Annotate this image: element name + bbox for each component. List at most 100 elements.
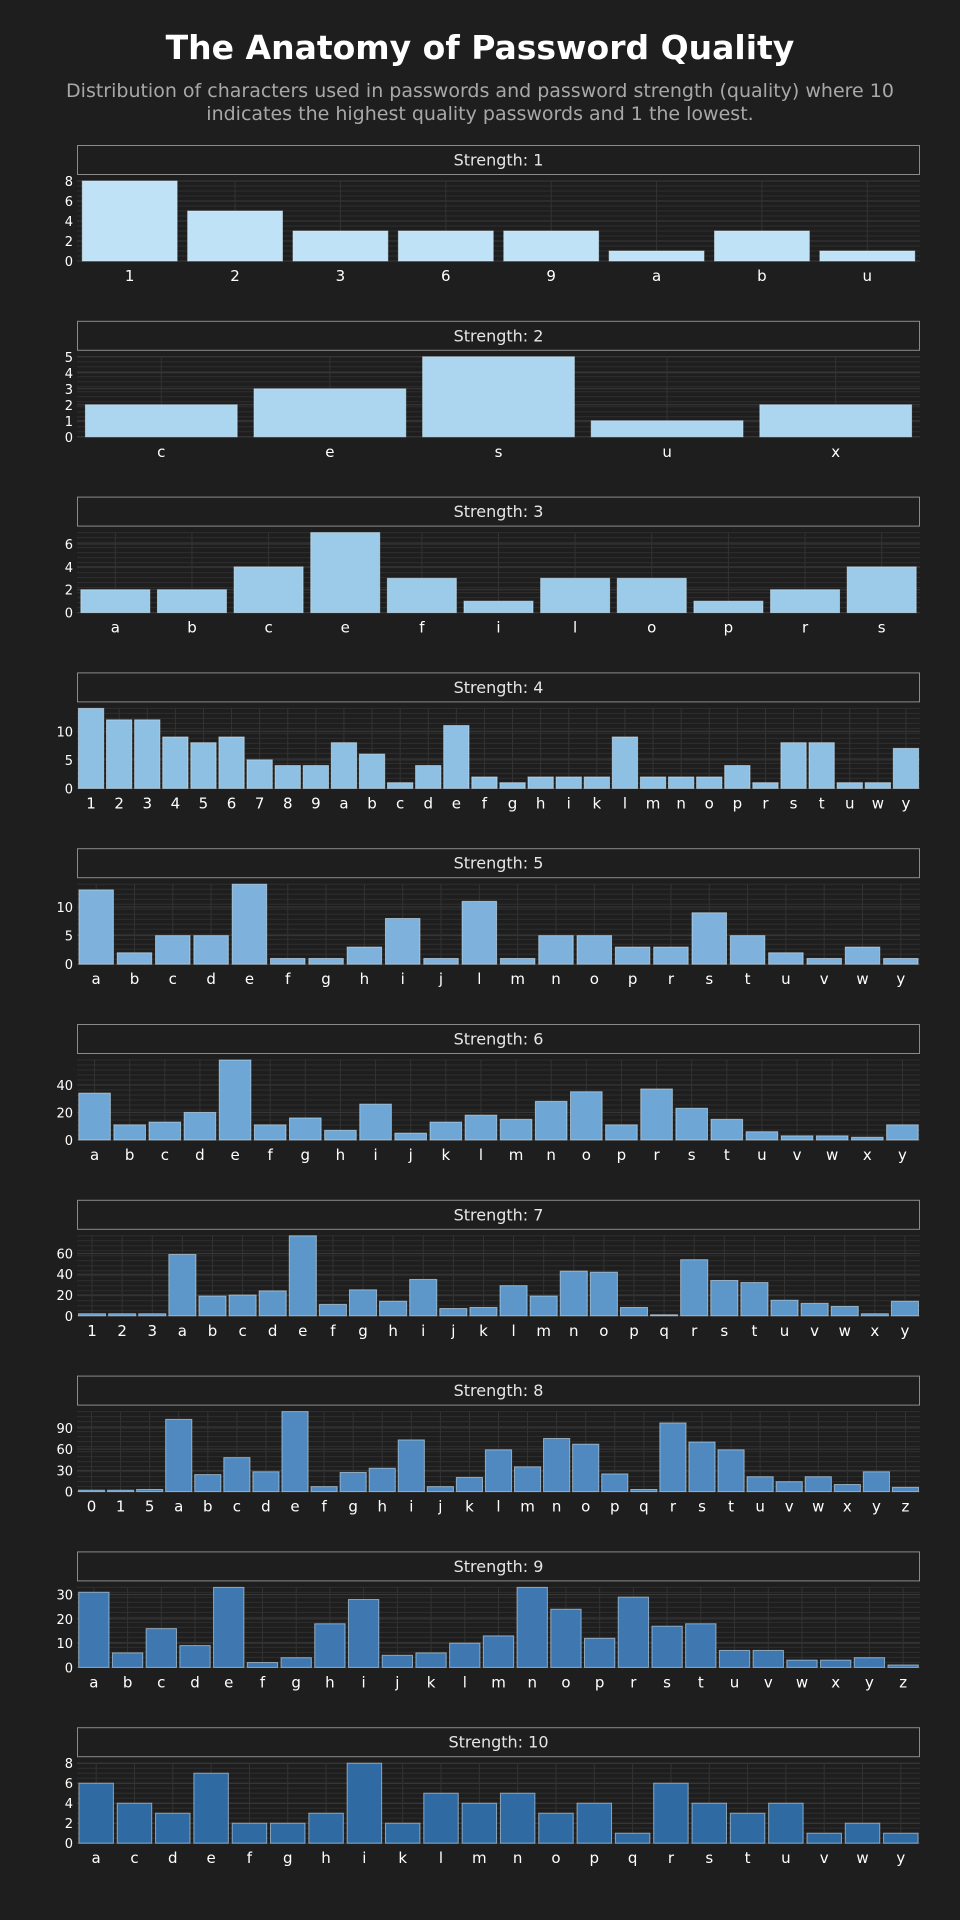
bar-v: [752, 1649, 784, 1668]
x-tick-label: i: [401, 970, 405, 988]
bar-n: [516, 1586, 548, 1668]
bar-w: [804, 1476, 832, 1493]
bar-l: [449, 1642, 481, 1668]
bar-x: [759, 404, 913, 438]
x-tick-label: n: [527, 1673, 537, 1691]
bar-3: [292, 230, 389, 262]
x-tick-label: 3: [147, 1322, 157, 1340]
y-tick-label: 2: [65, 399, 73, 414]
x-tick-label: f: [247, 1849, 253, 1867]
bar-j: [394, 1132, 427, 1141]
bar-c: [223, 1457, 251, 1493]
x-tick-label: 7: [255, 794, 265, 812]
bar-e: [193, 1772, 229, 1844]
x-tick-label: u: [781, 1849, 791, 1867]
x-tick-label: t: [698, 1673, 704, 1691]
x-tick-label: e: [224, 1673, 233, 1691]
y-tick-label: 0: [65, 1310, 73, 1325]
x-tick-label: f: [419, 619, 425, 637]
x-tick-label: w: [856, 1849, 868, 1867]
bar-u: [718, 1649, 751, 1668]
x-tick-label: r: [802, 619, 809, 637]
chart-panel-10: Strength: 10 0 2 4 6 8 a c d e f g h i k l m n o p q r s t u v w y: [65, 1727, 920, 1867]
x-tick-label: b: [130, 970, 140, 988]
x-tick-label: s: [705, 970, 713, 988]
bar-s: [846, 566, 917, 614]
bar-o: [616, 577, 687, 614]
bar-h: [314, 1623, 346, 1668]
bar-a: [78, 889, 114, 965]
panel-title: Strength: 8: [454, 1381, 544, 1400]
x-tick-label: d: [190, 1673, 200, 1691]
bar-l: [423, 1792, 459, 1844]
bar-s: [691, 912, 727, 965]
bar-j: [426, 1486, 454, 1493]
x-tick-label: r: [668, 1849, 675, 1867]
x-tick-label: j: [450, 1322, 455, 1340]
bar-l: [611, 736, 639, 789]
bar-k: [583, 776, 610, 789]
x-tick-label: p: [617, 1146, 627, 1164]
bar-r: [680, 1259, 709, 1317]
x-tick-label: n: [546, 1146, 556, 1164]
bar-f: [310, 1486, 338, 1493]
bar-4: [162, 736, 189, 789]
bar-a: [80, 589, 151, 614]
y-tick-label: 2: [65, 584, 73, 599]
x-tick-label: w: [839, 1322, 851, 1340]
y-tick-label: 0: [65, 607, 73, 622]
bar-y: [886, 1124, 919, 1141]
x-tick-label: n: [513, 1849, 523, 1867]
y-tick-label: 5: [65, 930, 73, 945]
x-tick-label: s: [720, 1322, 728, 1340]
bar-h: [346, 946, 383, 965]
x-tick-label: t: [745, 1849, 751, 1867]
y-tick-label: 0: [65, 431, 73, 446]
bar-d: [179, 1645, 211, 1668]
bar-h: [379, 1300, 408, 1317]
x-tick-label: o: [590, 970, 599, 988]
y-tick-label: 20: [56, 1289, 73, 1304]
bar-e: [281, 1411, 309, 1493]
bar-x: [820, 1659, 852, 1668]
y-tick-label: 6: [65, 1777, 73, 1792]
x-tick-label: l: [439, 1849, 443, 1867]
y-tick-label: 2: [65, 1817, 73, 1832]
x-tick-label: 5: [199, 794, 209, 812]
bar-0: [77, 1489, 106, 1493]
x-tick-label: g: [358, 1322, 368, 1340]
x-tick-label: b: [123, 1673, 133, 1691]
bar-a: [330, 742, 358, 789]
x-tick-label: y: [896, 970, 905, 988]
bar-n: [543, 1438, 571, 1493]
x-tick-label: p: [628, 970, 638, 988]
bar-e: [213, 1586, 245, 1668]
x-tick-label: j: [408, 1146, 413, 1164]
bar-e: [310, 532, 381, 614]
bar-r: [617, 1596, 650, 1668]
bar-u: [745, 1131, 779, 1141]
bar-p: [601, 1473, 629, 1493]
x-tick-label: 6: [441, 267, 451, 285]
bar-f: [253, 1124, 287, 1141]
x-tick-label: 9: [546, 267, 556, 285]
x-tick-label: n: [569, 1322, 579, 1340]
bar-y: [862, 1471, 890, 1493]
bar-k: [455, 1476, 484, 1493]
bar-h: [308, 1812, 344, 1844]
bar-l: [499, 1285, 528, 1317]
x-tick-label: a: [339, 794, 348, 812]
x-tick-label: 1: [125, 267, 135, 285]
y-tick-label: 4: [65, 1797, 73, 1812]
bar-j: [423, 957, 459, 965]
x-tick-label: c: [264, 619, 272, 637]
x-tick-label: a: [174, 1498, 183, 1516]
x-tick-label: v: [820, 970, 829, 988]
y-tick-label: 4: [65, 215, 73, 230]
bar-o: [550, 1608, 582, 1668]
panel-strip: [77, 672, 920, 703]
bar-h: [324, 1129, 357, 1141]
x-tick-label: 6: [227, 794, 237, 812]
bar-s: [780, 742, 807, 789]
bar-5: [190, 742, 217, 789]
